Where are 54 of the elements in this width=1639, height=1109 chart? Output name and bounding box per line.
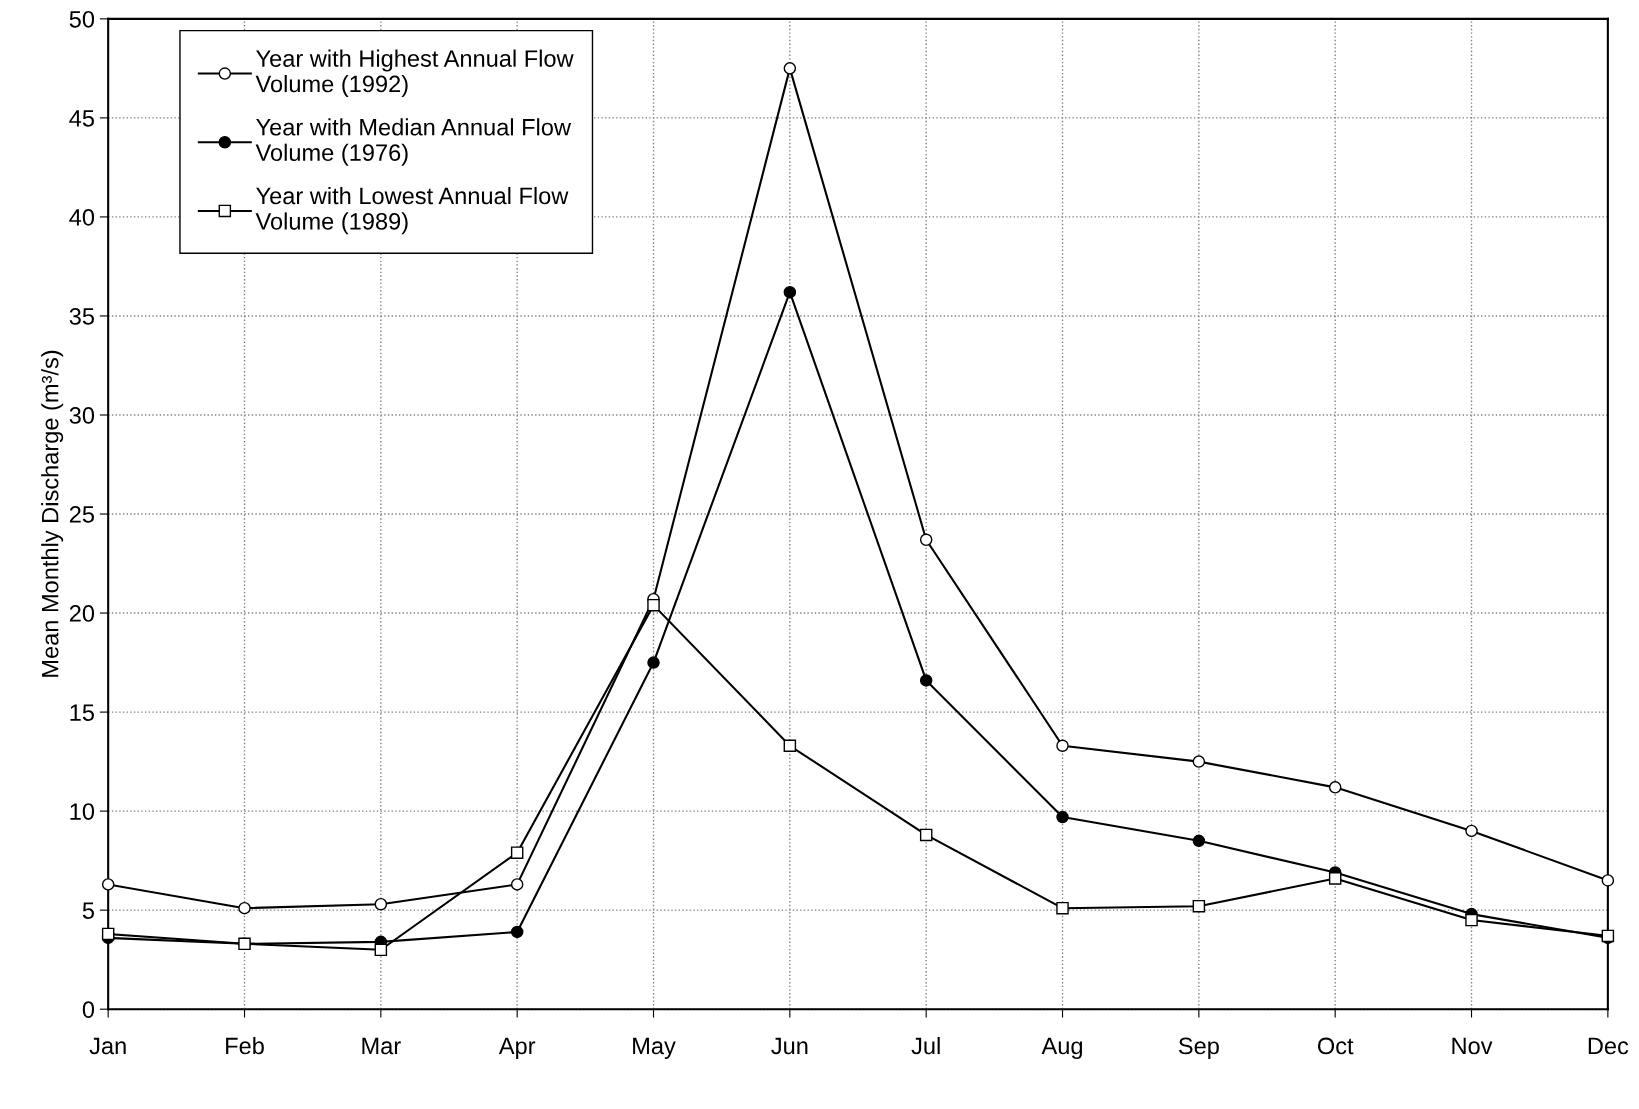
point (1465, 824, 1478, 838)
legend-label: Year with Median Annual Flow Volume (1976) (255, 118, 572, 166)
point (1056, 739, 1069, 753)
point (1328, 872, 1342, 885)
point (783, 739, 797, 753)
point (374, 943, 388, 957)
y-axis-title: Mean Monthly Discharge (m³/s) (41, 350, 64, 677)
x-tick-label: Feb (226, 1036, 264, 1055)
y-tick-label: 50 (69, 10, 95, 28)
x-tick-label: Nov (1452, 1037, 1493, 1055)
y-tick-label: 15 (70, 704, 94, 721)
point (510, 925, 524, 939)
x-tick-label: Mar (362, 1037, 401, 1055)
x-tick-label: Jun (771, 1037, 808, 1055)
point (919, 828, 933, 842)
x-tick-label: Jul (911, 1036, 940, 1055)
x-tick-label: Jan (89, 1037, 126, 1055)
point (510, 846, 524, 859)
point (1192, 755, 1206, 768)
point (647, 656, 660, 669)
y-tick-label: 20 (69, 605, 95, 622)
y-tick-label: 5 (82, 902, 94, 919)
y-tick-label: 35 (69, 308, 94, 325)
x-tick-label: Oct (1317, 1037, 1354, 1055)
x-tick-label: Aug (1041, 1037, 1082, 1059)
point (238, 901, 251, 915)
point (1056, 810, 1069, 824)
y-tick-label: 30 (69, 407, 95, 424)
x-tick-label: May (633, 1037, 676, 1059)
y-tick-label: 10 (70, 803, 95, 820)
y-tick-label: 40 (69, 208, 95, 226)
y-tick-label: 45 (69, 110, 94, 127)
x-tick-label: Apr (498, 1037, 536, 1059)
point (1192, 899, 1206, 913)
legend-label: Year with Highest Annual Flow Volume (1992) (255, 49, 574, 97)
point (1192, 834, 1206, 848)
point (783, 285, 797, 299)
point (374, 897, 388, 911)
x-tick-label: Dec (1588, 1037, 1629, 1055)
point (783, 62, 797, 75)
point (1465, 913, 1478, 927)
y-tick-label: 25 (69, 506, 94, 523)
point (510, 878, 524, 891)
legend-label: Year with Lowest Annual Flow Volume (1989) (255, 186, 569, 235)
point (101, 927, 115, 941)
point (1601, 874, 1615, 887)
point (1056, 901, 1069, 915)
point (919, 674, 933, 687)
point (647, 598, 660, 612)
y-tick-label: 0 (82, 1001, 95, 1018)
point (919, 533, 933, 547)
point (101, 878, 115, 891)
point (1328, 781, 1342, 794)
x-tick-label: Sep (1178, 1037, 1219, 1059)
